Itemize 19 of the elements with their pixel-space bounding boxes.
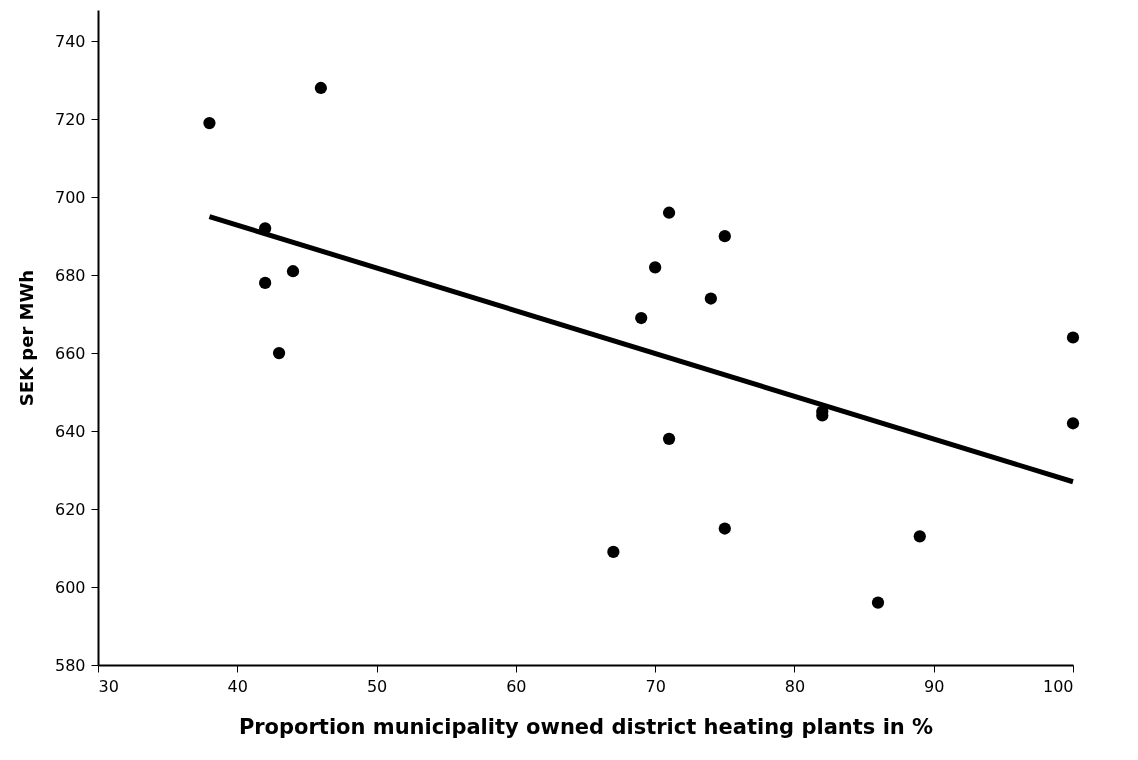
x-tick-label: 70 (645, 676, 666, 696)
y-tick-label: 700 (54, 187, 86, 207)
x-axis-title: Proportion municipality owned district heating plants in % (238, 714, 934, 739)
y-tick-label: 640 (54, 421, 86, 441)
x-tick-label: 100 (1042, 676, 1074, 696)
y-tick-label: 720 (54, 109, 86, 129)
y-tick-label: 620 (54, 499, 86, 519)
y-tick-label: 600 (54, 577, 86, 597)
x-tick-label: 90 (924, 676, 945, 696)
y-tick-label: 660 (54, 343, 86, 363)
x-tick-label: 50 (366, 676, 388, 696)
x-tick-label: 30 (98, 676, 119, 696)
y-tick-label: 680 (54, 265, 86, 285)
y-tick-label: 580 (54, 655, 86, 675)
x-tick-label: 60 (506, 676, 527, 696)
y-tick-label: 740 (54, 31, 86, 51)
x-tick-label: 80 (784, 676, 806, 696)
y-axis-title: SEK per MWh (15, 269, 37, 407)
x-tick-label: 40 (227, 676, 248, 696)
